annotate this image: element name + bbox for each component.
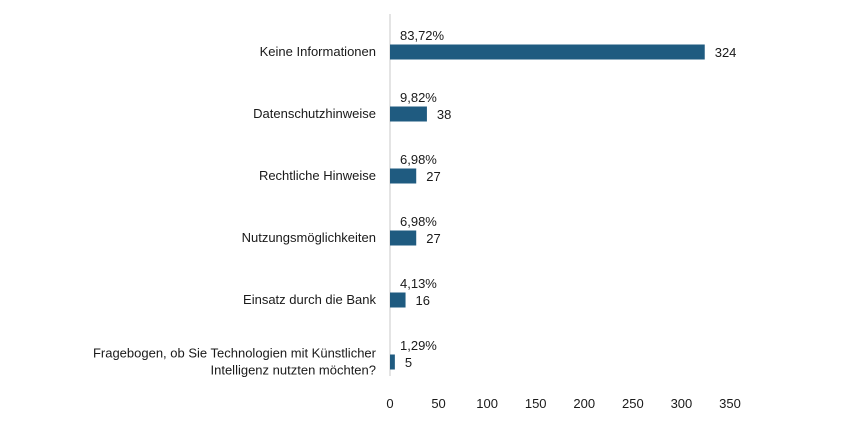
x-tick-label: 200 xyxy=(573,396,595,411)
category-label: Nutzungsmöglichkeiten xyxy=(242,230,376,245)
x-tick-label: 50 xyxy=(431,396,445,411)
x-tick-label: 250 xyxy=(622,396,644,411)
category-label: Datenschutzhinweise xyxy=(253,106,376,121)
bar xyxy=(390,230,417,246)
percent-label: 83,72% xyxy=(400,28,445,43)
bar xyxy=(390,44,705,60)
percent-label: 1,29% xyxy=(400,338,437,353)
percent-label: 9,82% xyxy=(400,90,437,105)
x-axis-ticks: 0 50 100 150 200 250 300 350 xyxy=(386,396,740,411)
value-label: 38 xyxy=(437,107,451,122)
x-tick-label: 100 xyxy=(476,396,498,411)
percent-label: 4,13% xyxy=(400,276,437,291)
value-label: 27 xyxy=(426,169,440,184)
value-label: 324 xyxy=(715,45,737,60)
bar xyxy=(390,354,395,370)
x-tick-label: 0 xyxy=(386,396,393,411)
category-label: Einsatz durch die Bank xyxy=(243,292,376,307)
x-tick-label: 150 xyxy=(525,396,547,411)
labels-group: Keine Informationen 83,72% 324 Datenschutzh… xyxy=(93,28,736,378)
bar xyxy=(390,168,417,184)
value-label: 16 xyxy=(416,293,430,308)
category-label: Rechtliche Hinweise xyxy=(259,168,376,183)
bar xyxy=(390,106,427,122)
bars-group xyxy=(390,44,705,370)
percent-label: 6,98% xyxy=(400,152,437,167)
value-label: 5 xyxy=(405,355,412,370)
percent-label: 6,98% xyxy=(400,214,437,229)
x-tick-label: 350 xyxy=(719,396,741,411)
category-label: Intelligenz nutzten möchten? xyxy=(211,363,377,378)
category-label: Fragebogen, ob Sie Technologien mit Küns… xyxy=(93,346,377,361)
value-label: 27 xyxy=(426,231,440,246)
bar xyxy=(390,292,406,308)
category-label: Keine Informationen xyxy=(260,44,376,59)
x-tick-label: 300 xyxy=(671,396,693,411)
